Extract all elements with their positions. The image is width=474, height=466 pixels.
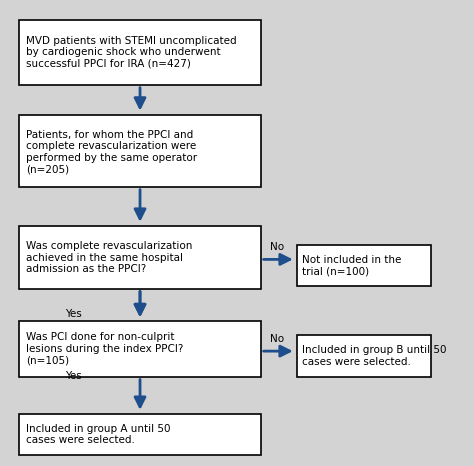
FancyBboxPatch shape [19,321,261,377]
Text: Was PCI done for non-culprit
lesions during the index PPCI?
(n=105): Was PCI done for non-culprit lesions dur… [26,332,183,365]
FancyBboxPatch shape [19,226,261,288]
Text: Included in group B until 50
cases were selected.: Included in group B until 50 cases were … [302,345,447,367]
Text: No: No [270,334,284,344]
FancyBboxPatch shape [297,245,431,286]
Text: Patients, for whom the PPCI and
complete revascularization were
performed by the: Patients, for whom the PPCI and complete… [26,130,197,174]
FancyBboxPatch shape [19,20,261,85]
Text: Yes: Yes [64,309,82,319]
Text: No: No [270,242,284,253]
Text: Was complete revascularization
achieved in the same hospital
admission as the PP: Was complete revascularization achieved … [26,241,192,274]
FancyBboxPatch shape [19,115,261,187]
Text: Not included in the
trial (n=100): Not included in the trial (n=100) [302,254,401,276]
FancyBboxPatch shape [19,414,261,455]
Text: Included in group A until 50
cases were selected.: Included in group A until 50 cases were … [26,424,171,445]
FancyBboxPatch shape [297,335,431,377]
Text: Yes: Yes [64,370,82,381]
Text: MVD patients with STEMI uncomplicated
by cardiogenic shock who underwent
success: MVD patients with STEMI uncomplicated by… [26,36,237,69]
